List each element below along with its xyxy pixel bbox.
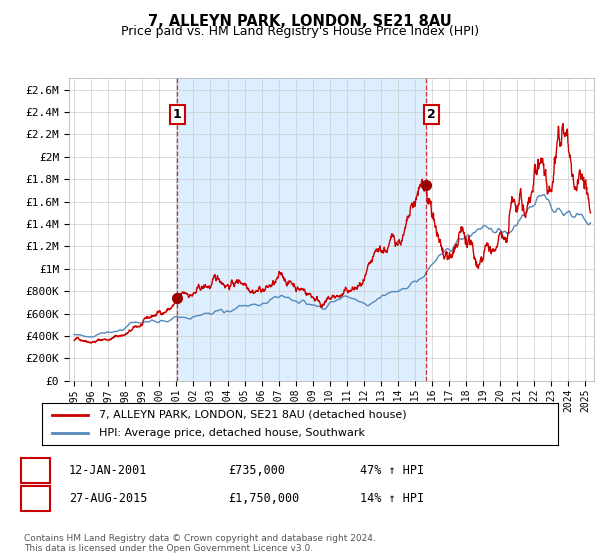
Text: 7, ALLEYN PARK, LONDON, SE21 8AU (detached house): 7, ALLEYN PARK, LONDON, SE21 8AU (detach… xyxy=(99,410,406,420)
Text: 2: 2 xyxy=(32,492,39,505)
Text: HPI: Average price, detached house, Southwark: HPI: Average price, detached house, Sout… xyxy=(99,428,365,438)
Text: 14% ↑ HPI: 14% ↑ HPI xyxy=(360,492,424,505)
Text: 12-JAN-2001: 12-JAN-2001 xyxy=(69,464,148,477)
Text: 1: 1 xyxy=(32,464,39,477)
Bar xyxy=(177,78,426,381)
Text: 1: 1 xyxy=(173,108,181,121)
Text: 27-AUG-2015: 27-AUG-2015 xyxy=(69,492,148,505)
Text: Price paid vs. HM Land Registry's House Price Index (HPI): Price paid vs. HM Land Registry's House … xyxy=(121,25,479,38)
Text: Contains HM Land Registry data © Crown copyright and database right 2024.
This d: Contains HM Land Registry data © Crown c… xyxy=(24,534,376,553)
Text: £735,000: £735,000 xyxy=(228,464,285,477)
Text: 7, ALLEYN PARK, LONDON, SE21 8AU: 7, ALLEYN PARK, LONDON, SE21 8AU xyxy=(148,14,452,29)
Text: 47% ↑ HPI: 47% ↑ HPI xyxy=(360,464,424,477)
Text: £1,750,000: £1,750,000 xyxy=(228,492,299,505)
Text: 2: 2 xyxy=(427,108,436,121)
